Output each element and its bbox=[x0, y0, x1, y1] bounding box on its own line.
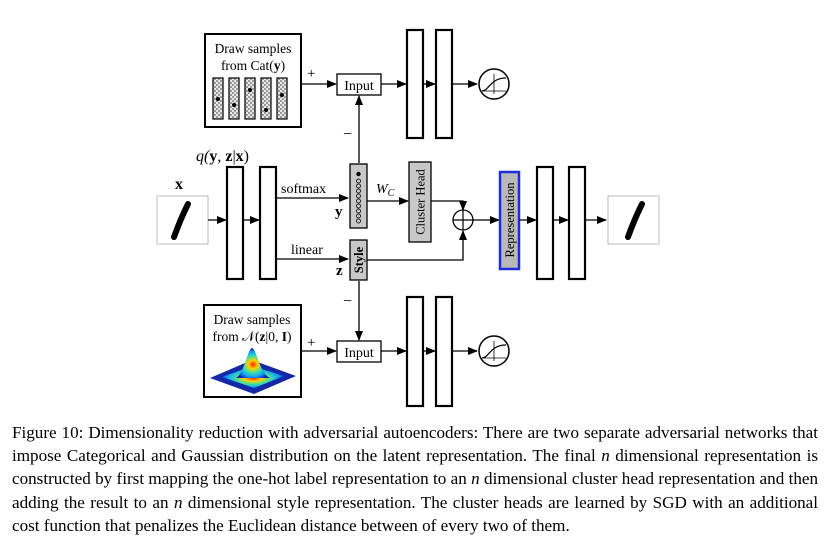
bottom-box-line2: from 𝒩(z|0, I) bbox=[212, 329, 291, 344]
caption-text-3: dimensional cluster head representation … bbox=[12, 469, 818, 512]
representation-label: Representation bbox=[503, 182, 517, 258]
plus-bottom: + bbox=[307, 335, 315, 351]
figure-diagram: Draw samples from Cat(y) + Input bbox=[156, 28, 660, 408]
svg-text:Input: Input bbox=[344, 79, 374, 94]
style-label: Style bbox=[352, 246, 366, 273]
minus-top: − bbox=[343, 126, 352, 143]
cluster-head-label: Cluster Head bbox=[414, 168, 428, 234]
y-label: y bbox=[335, 204, 343, 220]
encoder-layers bbox=[225, 165, 278, 281]
input-box-top: Input bbox=[336, 73, 382, 96]
decoder-layers bbox=[535, 165, 587, 281]
wc-label: WC bbox=[376, 182, 395, 199]
caption-n-2: n bbox=[471, 469, 480, 489]
bottom-box-line1: Draw samples bbox=[214, 312, 291, 327]
output-digit-image bbox=[607, 195, 660, 245]
caption-n-3: n bbox=[173, 492, 183, 512]
categorical-sampler-box: Draw samples from Cat(y) bbox=[204, 33, 302, 128]
sigmoid-icon-bottom bbox=[478, 335, 510, 367]
diagram-svg: Draw samples from Cat(y) + Input bbox=[156, 28, 660, 408]
x-label: x bbox=[175, 176, 183, 193]
caption-text-4: dimensional style representation. The cl… bbox=[12, 492, 819, 535]
sigmoid-icon-top bbox=[478, 68, 510, 100]
input-digit-image bbox=[156, 195, 209, 245]
bottom-discriminator bbox=[405, 295, 454, 408]
representation-box: Representation bbox=[498, 170, 521, 271]
gaussian-sampler-box: Draw samples from 𝒩(z|0, I) bbox=[203, 304, 302, 398]
linear-label: linear bbox=[291, 243, 323, 258]
encoder-label: q(y, z|x) bbox=[196, 148, 249, 165]
categorical-sample-bars bbox=[212, 77, 288, 120]
cluster-head-box: Cluster Head bbox=[408, 161, 432, 243]
top-box-line1: Draw samples bbox=[215, 41, 292, 56]
sum-node bbox=[452, 209, 474, 231]
input-box-bottom: Input bbox=[336, 340, 382, 363]
minus-bottom: − bbox=[343, 293, 352, 310]
top-box-line2: from Cat(y) bbox=[221, 58, 285, 73]
caption-label: Figure 10: bbox=[12, 423, 84, 442]
z-style-vector: Style bbox=[349, 239, 368, 281]
y-onehot-vector bbox=[349, 163, 368, 229]
svg-text:Input: Input bbox=[344, 346, 374, 361]
softmax-label: softmax bbox=[281, 182, 326, 197]
caption-n-1: n bbox=[601, 446, 610, 466]
figure-caption: Figure 10: Dimensionality reduction with… bbox=[12, 421, 818, 537]
caption-text-2: dimensional representation is constructe… bbox=[12, 446, 818, 489]
z-label: z bbox=[336, 263, 343, 279]
caption-text-1: Dimensionality reduction with adversaria… bbox=[12, 423, 819, 466]
top-discriminator bbox=[405, 28, 454, 140]
gaussian-surface bbox=[210, 348, 296, 394]
plus-top: + bbox=[307, 66, 315, 82]
